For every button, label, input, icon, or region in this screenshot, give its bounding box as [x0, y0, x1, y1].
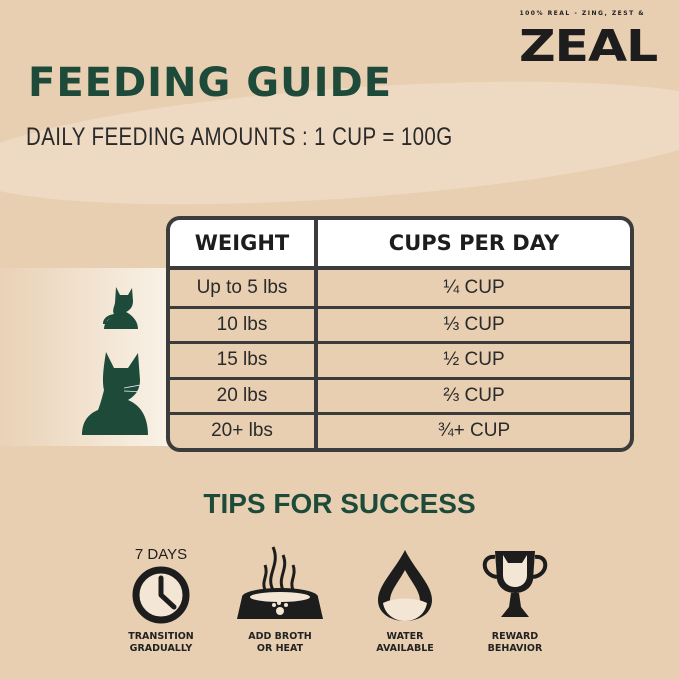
cups-cell: ⅔ CUP	[318, 376, 630, 413]
feeding-table: WEIGHT CUPS PER DAY Up to 5 lbs ¼ CUP 10 …	[166, 216, 634, 452]
table-row: 20 lbs ⅔ CUP	[170, 376, 630, 413]
page-title: FEEDING GUIDE	[28, 60, 393, 106]
weight-cell: 20 lbs	[170, 376, 318, 412]
cups-cell: ¾+ CUP	[318, 412, 630, 448]
logo-text: ZEAL	[519, 21, 658, 72]
table-row: 10 lbs ⅓ CUP	[170, 305, 630, 342]
weight-cell: 15 lbs	[170, 341, 318, 377]
tip-line1: TRANSITION	[128, 631, 194, 642]
clock-icon: 7 DAYS	[132, 546, 190, 624]
cups-cell: ⅓ CUP	[318, 305, 630, 342]
tip-line2: AVAILABLE	[376, 643, 434, 654]
small-cat-icon	[103, 287, 138, 329]
tips-title: TIPS FOR SUCCESS	[203, 488, 476, 519]
cups-cell: ¼ CUP	[443, 276, 505, 298]
tip-line2: GRADUALLY	[129, 643, 193, 654]
table-row: 15 lbs ½ CUP	[170, 341, 630, 377]
cups-cell: ½ CUP	[318, 341, 630, 377]
page-subtitle: DAILY FEEDING AMOUNTS : 1 CUP = 100G	[26, 123, 453, 151]
trophy-icon	[482, 551, 548, 617]
table-row: 20+ lbs ¾+ CUP	[170, 412, 630, 448]
header-weight: WEIGHT	[170, 220, 318, 270]
tip-water: WATER AVAILABLE	[345, 545, 465, 655]
water-drop-icon	[378, 550, 432, 621]
tip-line1: WATER	[386, 631, 424, 642]
weight-cell: Up to 5 lbs	[170, 270, 318, 306]
tip-broth: ADD BROTH OR HEAT	[220, 545, 340, 655]
weight-cell: 20+ lbs	[170, 412, 318, 448]
tip-reward: REWARD BEHAVIOR	[455, 545, 575, 655]
weight-cell: 10 lbs	[170, 305, 318, 341]
clock-days-label: 7 DAYS	[135, 546, 187, 563]
tip-line2: BEHAVIOR	[487, 643, 543, 654]
brand-tagline: 100% REAL - ZING, ZEST &	[519, 10, 645, 17]
table-row: Up to 5 lbs ¼ CUP	[170, 270, 630, 306]
large-cat-icon	[82, 352, 148, 435]
tip-transition: 7 DAYS TRANSITION GRADUALLY	[101, 545, 221, 655]
tip-line2: OR HEAT	[256, 643, 304, 654]
brand-logo: 100% REAL - ZING, ZEST & ZEAL	[519, 10, 658, 73]
header-cups: CUPS PER DAY	[318, 220, 630, 270]
tip-line1: ADD BROTH	[248, 631, 312, 642]
bowl-icon	[237, 546, 323, 619]
tip-line1: REWARD	[491, 631, 539, 642]
